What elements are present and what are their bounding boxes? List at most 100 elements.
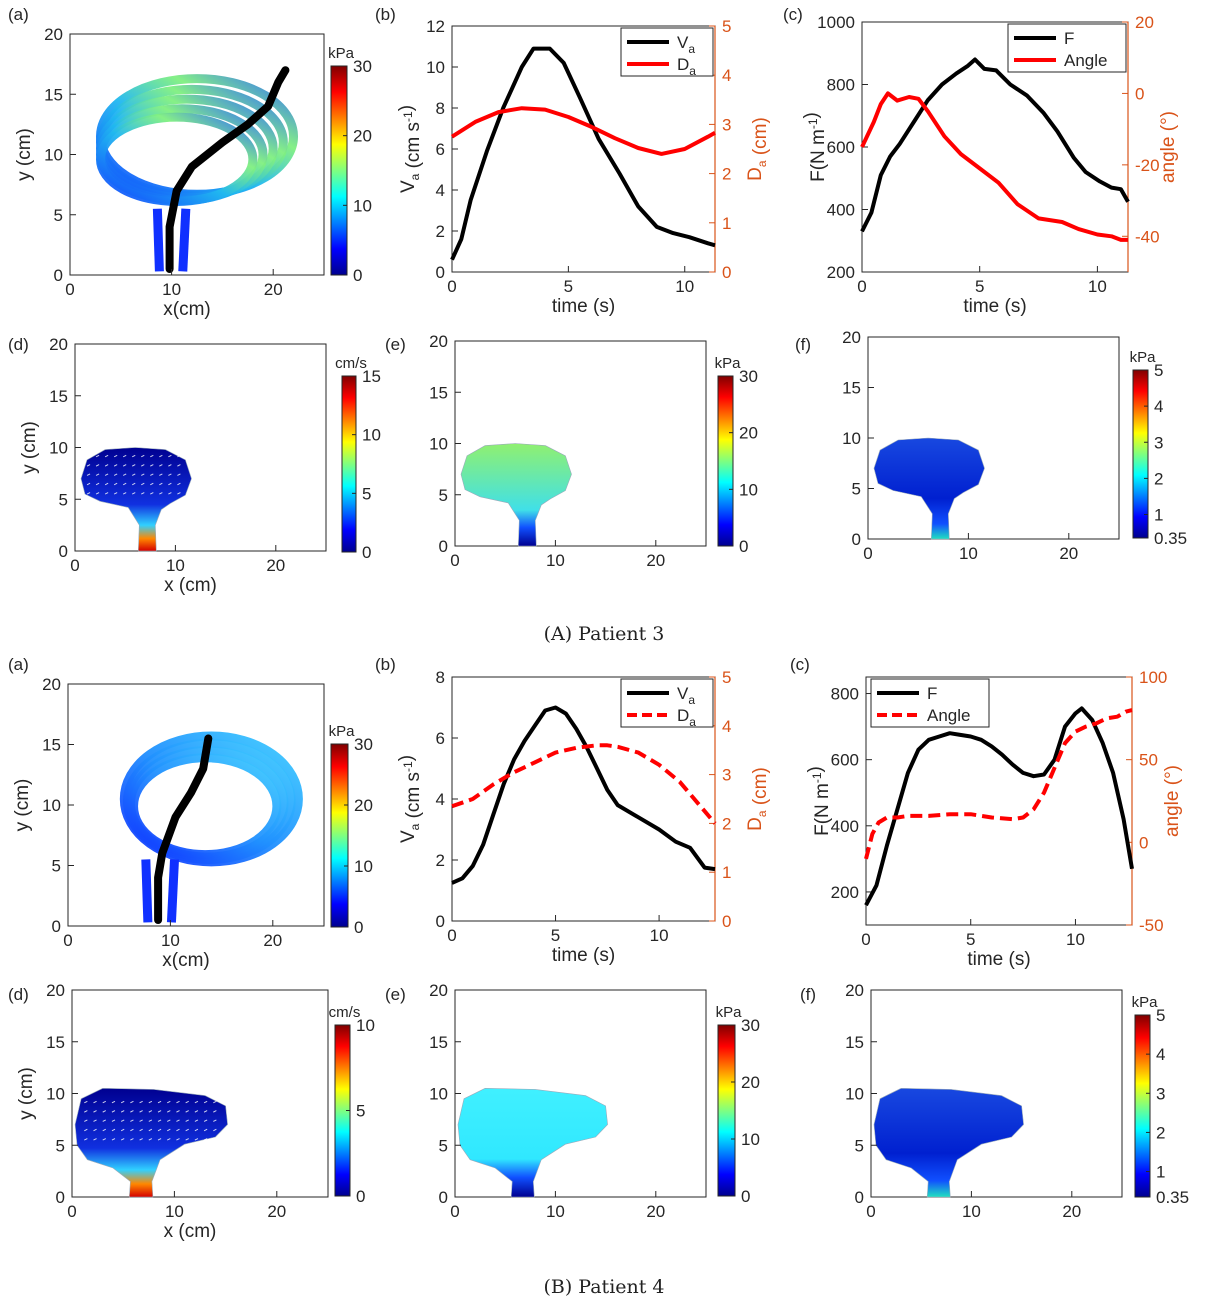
y2-tick-label-1: 2 (722, 165, 731, 184)
membrane-field (873, 1087, 1024, 1198)
series-line-da (451, 743, 717, 825)
y-tick-label-10: 0 (439, 1188, 448, 1207)
y-tick-label-2: 800 (827, 76, 855, 95)
velocity-arrow (194, 1128, 199, 1132)
velocity-arrow (131, 482, 136, 486)
velocity-arrow (131, 492, 136, 495)
y-tick-label-0: 20 (44, 25, 63, 44)
colorbar-tick-label-5: 0.35 (1154, 529, 1187, 548)
velocity-arrow (95, 454, 100, 458)
x-tick-label-11: 0 (866, 1202, 875, 1221)
colorbar-tick-label-5: 3 (1154, 433, 1163, 452)
colorbar-label-6: kPa (329, 723, 356, 740)
y-axis-label-0: y (cm) (14, 128, 35, 181)
panel-letter: (e) (385, 335, 406, 354)
velocity-arrow (84, 1128, 88, 1132)
legend-box-1 (620, 27, 714, 77)
velocity-arrow (113, 482, 118, 486)
y-tick-label-6: 15 (42, 736, 61, 755)
velocity-arrow (102, 1138, 107, 1141)
y-tick-label-7: 4 (436, 790, 445, 809)
colorbar-tick-label-10: 0 (741, 1187, 750, 1206)
velocity-arrow (93, 1119, 97, 1122)
x-tick-label-4: 0 (450, 551, 459, 570)
colorbar-tick-label-5: 4 (1154, 397, 1163, 416)
velocity-arrow (131, 473, 136, 476)
x-tick-label-0: 20 (264, 280, 283, 299)
velocity-arrow (194, 1138, 199, 1141)
velocity-arrow (159, 473, 163, 476)
velocity-arrow (167, 1119, 171, 1122)
y-axis-label-2: F(N m-1) (801, 112, 829, 182)
legend-label-2: Angle (1064, 51, 1107, 70)
colorbar-6 (330, 743, 349, 928)
x-axis-label-8: time (s) (967, 949, 1030, 970)
colorbar-0 (330, 65, 348, 276)
colorbar-tick-label-4: 20 (739, 424, 758, 443)
wall-stem (141, 859, 153, 923)
colorbar-tick-label-4: 10 (739, 480, 758, 499)
y-tick-label-4: 5 (439, 486, 448, 505)
y-axis-label-7: Va (cm s-1) (396, 755, 424, 843)
x-tick-label-2: 5 (975, 277, 984, 296)
velocity-arrow (111, 1119, 116, 1122)
y-tick-label-10: 15 (429, 1033, 448, 1052)
y2-tick-label-2: 20 (1135, 13, 1154, 32)
velocity-arrow (122, 473, 127, 476)
y-tick-label-1: 10 (426, 58, 445, 77)
colorbar-5 (1132, 369, 1149, 539)
series-line-angle (860, 91, 1128, 242)
y2-tick-label-7: 3 (722, 766, 731, 785)
x-tick-label-10: 0 (450, 1202, 459, 1221)
x-axis-label-6: x(cm) (162, 950, 209, 971)
y-tick-label-4: 0 (439, 537, 448, 556)
panel-letter: (c) (783, 5, 803, 24)
colorbar-tick-label-4: 30 (739, 367, 758, 386)
y-tick-label-2: 400 (827, 201, 855, 220)
velocity-arrow (104, 482, 109, 486)
x-tick-label-6: 10 (161, 931, 180, 950)
y-tick-label-11: 10 (845, 1085, 864, 1104)
wall-stem (152, 208, 164, 272)
colorbar-tick-label-0: 20 (353, 127, 372, 146)
y-tick-label-10: 5 (439, 1136, 448, 1155)
colorbar-label-3: cm/s (335, 355, 367, 372)
legend-label-8: F (927, 684, 937, 703)
y-tick-label-10: 10 (429, 1085, 448, 1104)
x-axis-label-2: time (s) (963, 296, 1026, 317)
y-tick-label-7: 2 (436, 851, 445, 870)
velocity-arrow (177, 473, 181, 476)
colorbar-tick-label-6: 0 (354, 918, 363, 937)
colorbar-tick-label-6: 30 (354, 735, 373, 754)
velocity-arrow (157, 1119, 162, 1122)
x-tick-label-3: 10 (166, 556, 185, 575)
velocity-arrow (141, 473, 145, 476)
velocity-arrow (111, 1110, 116, 1113)
colorbar-label-10: kPa (716, 1004, 743, 1021)
legend-label-7: Va (677, 684, 695, 707)
centerline (154, 734, 213, 924)
y2-tick-label-2: 0 (1135, 84, 1144, 103)
velocity-arrow (120, 1119, 125, 1122)
colorbar-label-0: kPa (328, 45, 355, 62)
velocity-arrow (213, 1110, 217, 1113)
velocity-arrow (139, 1138, 143, 1141)
y2-tick-label-8: -50 (1139, 916, 1164, 935)
y2-tick-label-8: 50 (1139, 751, 1158, 770)
colorbar-tick-label-11: 5 (1156, 1006, 1165, 1025)
panel-letter: (c) (790, 655, 810, 674)
velocity-arrow (102, 1119, 107, 1122)
y-tick-label-11: 0 (855, 1188, 864, 1207)
y-tick-label-7: 6 (436, 729, 445, 748)
y-axis-label-8: F(N m-1) (805, 766, 833, 836)
y2-tick-label-8: 0 (1139, 833, 1148, 852)
velocity-arrow (150, 492, 154, 495)
y-tick-label-4: 15 (429, 383, 448, 402)
x-tick-label-9: 20 (267, 1202, 286, 1221)
velocity-arrow (131, 464, 136, 467)
velocity-arrow (141, 492, 145, 495)
y-tick-label-1: 12 (426, 17, 445, 36)
colorbar-3 (341, 375, 357, 553)
panel-letter: (a) (8, 5, 29, 24)
velocity-arrow (194, 1119, 199, 1122)
